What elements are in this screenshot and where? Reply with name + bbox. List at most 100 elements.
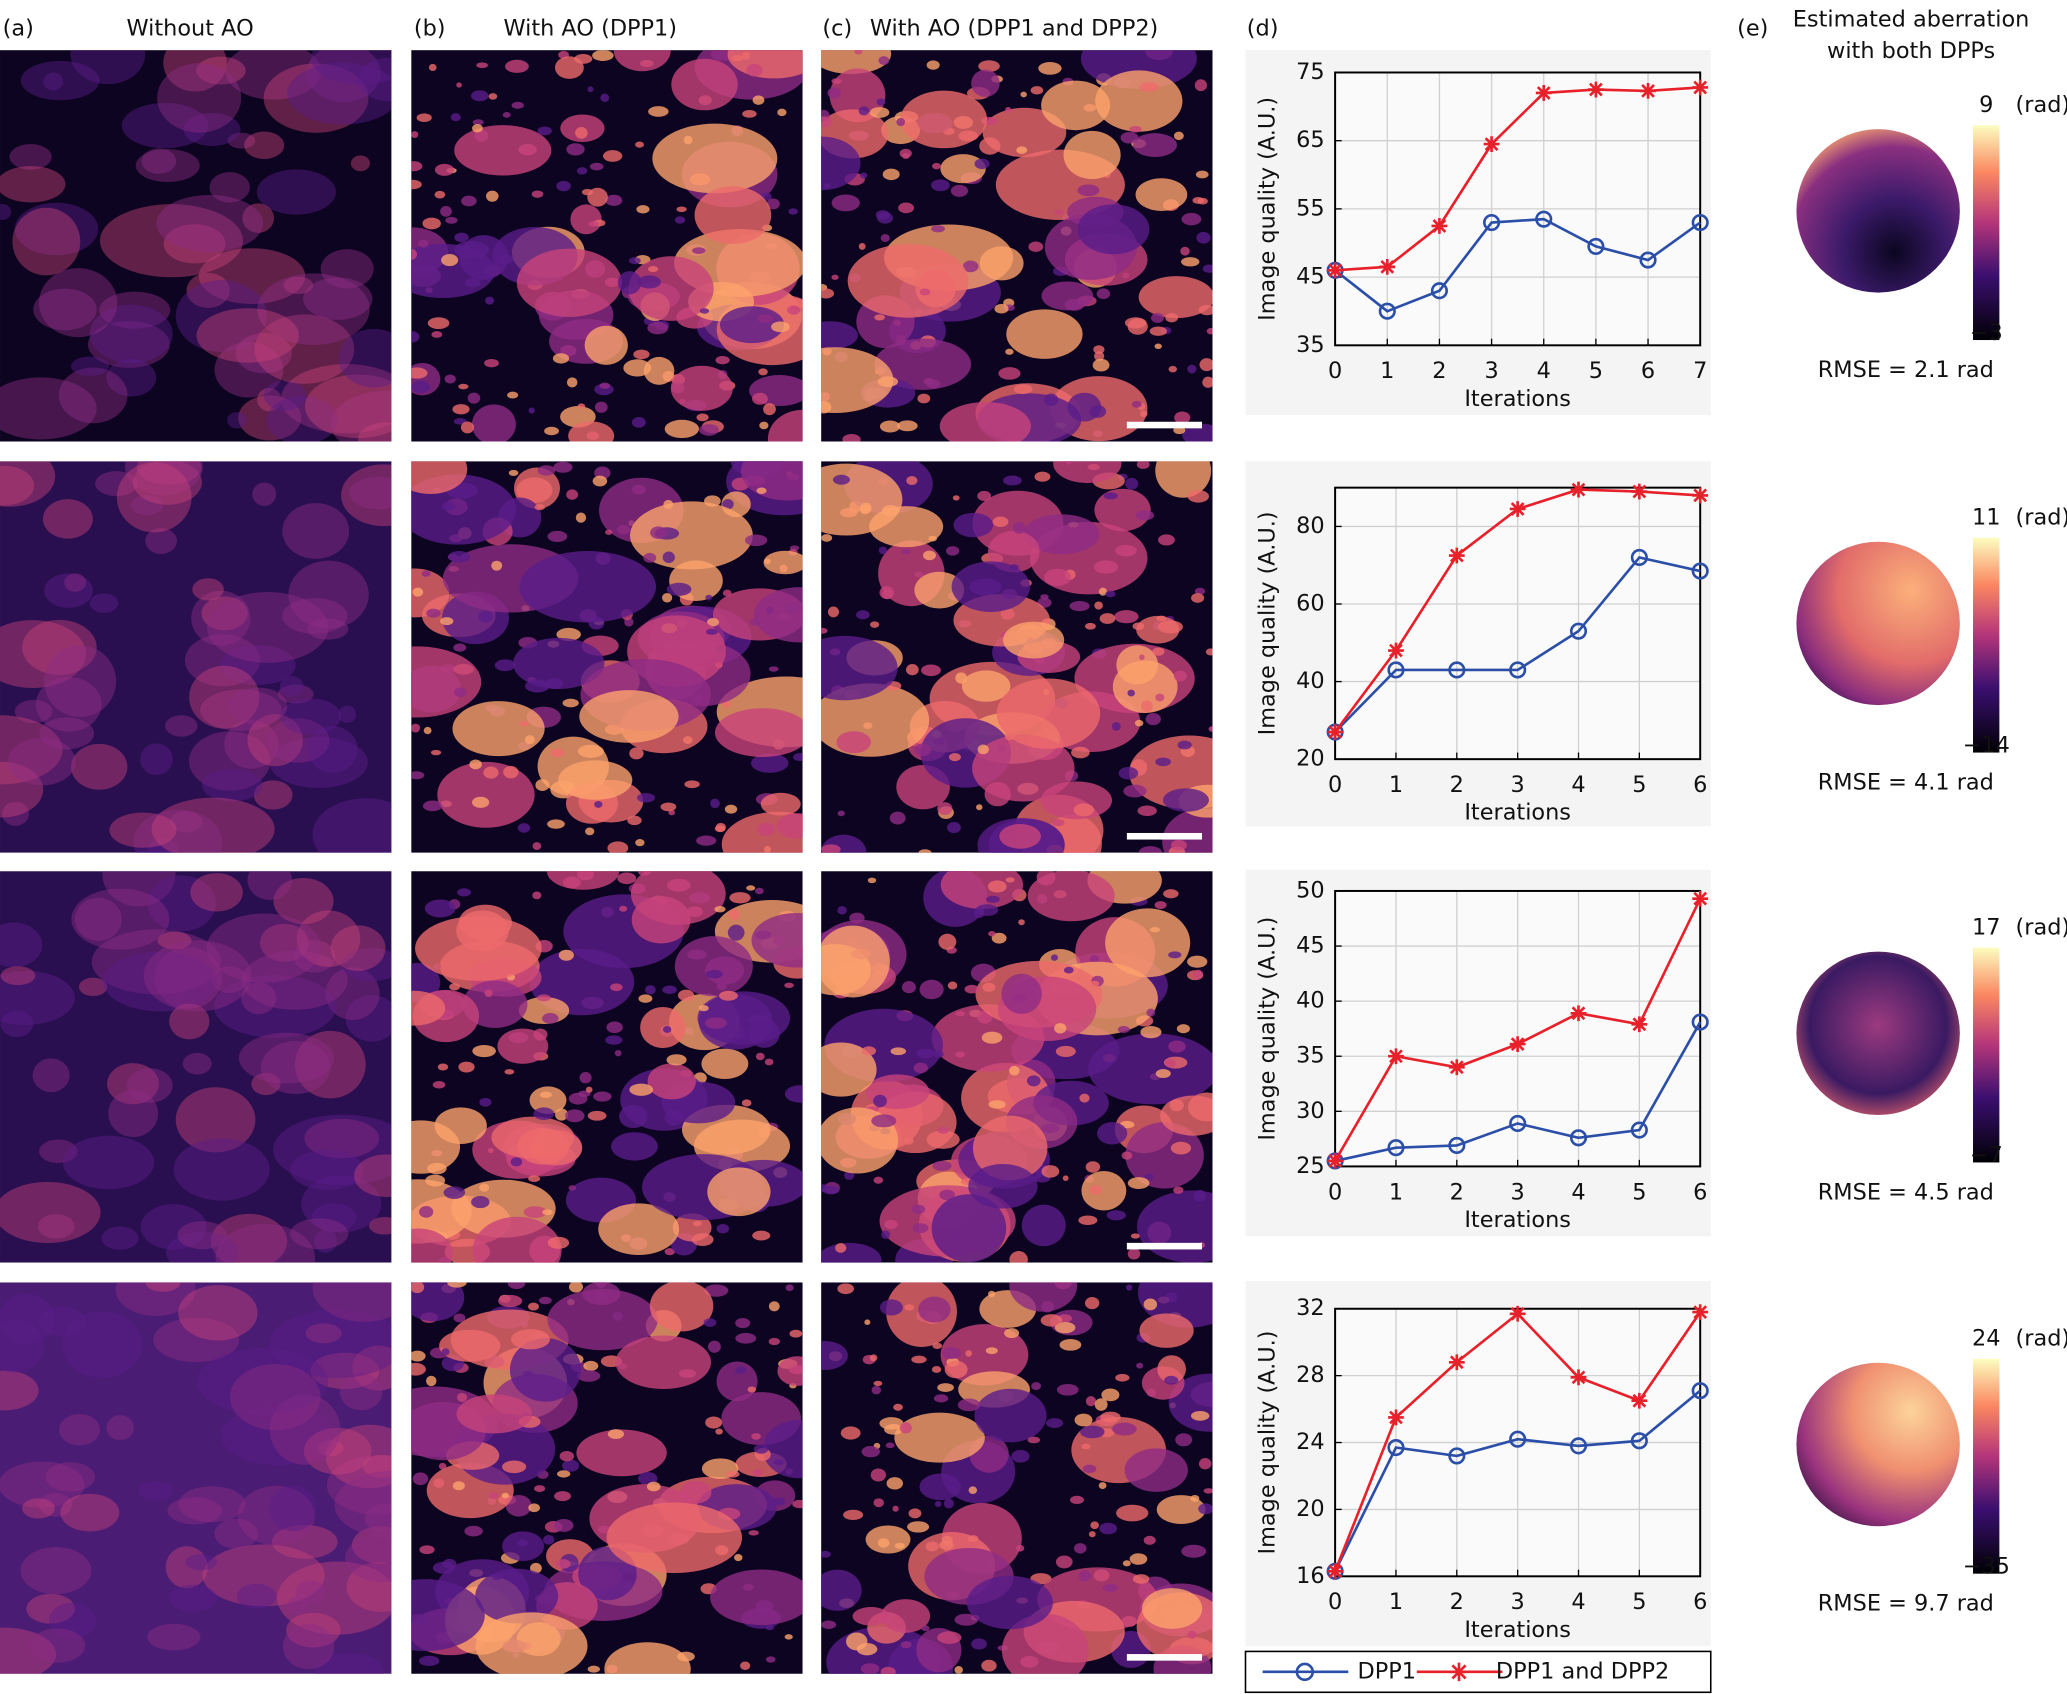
feature bbox=[501, 1492, 509, 1499]
feature bbox=[169, 1584, 218, 1612]
feature bbox=[742, 109, 757, 118]
feature bbox=[273, 878, 334, 925]
feature bbox=[533, 1485, 546, 1492]
aberration-map bbox=[1796, 1362, 1960, 1527]
feature bbox=[464, 1525, 483, 1537]
feature bbox=[209, 172, 250, 203]
feature bbox=[508, 469, 519, 477]
feature bbox=[461, 195, 477, 207]
feature bbox=[696, 413, 709, 422]
colorbar-min: −3 bbox=[1970, 320, 2003, 346]
feature bbox=[14, 699, 53, 724]
aberration-map bbox=[1796, 129, 1960, 293]
feature bbox=[306, 50, 381, 103]
feature bbox=[1059, 1339, 1082, 1351]
feature bbox=[157, 931, 192, 950]
feature bbox=[975, 904, 999, 916]
feature bbox=[547, 871, 620, 890]
feature bbox=[411, 1350, 426, 1362]
micrograph bbox=[0, 50, 392, 442]
feature bbox=[556, 180, 571, 192]
feature bbox=[140, 743, 173, 775]
feature bbox=[631, 896, 691, 944]
panel-label: (c) bbox=[822, 15, 852, 41]
feature bbox=[167, 1497, 222, 1525]
y-tick-label: 75 bbox=[1296, 59, 1325, 85]
feature bbox=[9, 143, 52, 170]
feature bbox=[1155, 693, 1165, 702]
feature bbox=[1011, 1449, 1030, 1463]
feature bbox=[1168, 951, 1182, 959]
feature bbox=[511, 1329, 550, 1350]
feature bbox=[1149, 927, 1161, 933]
feature bbox=[603, 150, 623, 162]
feature bbox=[524, 735, 535, 745]
feature bbox=[785, 1284, 794, 1292]
feature bbox=[867, 877, 877, 884]
feature bbox=[643, 356, 675, 385]
feature bbox=[919, 979, 944, 1000]
feature bbox=[954, 1665, 963, 1674]
feature bbox=[412, 1472, 429, 1486]
micrograph bbox=[411, 461, 803, 853]
feature bbox=[666, 1054, 687, 1066]
feature bbox=[432, 1080, 446, 1089]
feature bbox=[211, 966, 248, 994]
feature bbox=[1078, 1570, 1091, 1582]
feature bbox=[440, 205, 452, 217]
feature bbox=[610, 983, 623, 992]
marker bbox=[1691, 1013, 1709, 1031]
feature bbox=[0, 465, 35, 506]
feature bbox=[829, 68, 886, 123]
x-tick-label: 4 bbox=[1571, 1179, 1585, 1205]
feature bbox=[241, 950, 348, 1010]
feature bbox=[485, 296, 495, 305]
feature bbox=[831, 194, 860, 212]
feature bbox=[1131, 400, 1142, 408]
feature bbox=[974, 1388, 1047, 1443]
feature bbox=[821, 1340, 848, 1371]
feature bbox=[985, 1347, 998, 1355]
feature bbox=[932, 162, 941, 170]
feature bbox=[312, 1282, 392, 1322]
feature bbox=[918, 849, 932, 853]
feature bbox=[710, 798, 720, 809]
feature bbox=[541, 1013, 559, 1024]
feature bbox=[1111, 721, 1121, 731]
feature bbox=[906, 476, 918, 486]
feature bbox=[672, 1213, 712, 1242]
series-line bbox=[1334, 556, 1701, 733]
feature bbox=[201, 769, 263, 802]
feature bbox=[358, 422, 392, 442]
feature bbox=[528, 1175, 541, 1183]
feature bbox=[703, 1318, 717, 1327]
rmse: RMSE = 9.7 rad bbox=[1818, 1590, 1994, 1616]
feature bbox=[605, 1035, 623, 1045]
feature bbox=[939, 402, 1031, 442]
feature bbox=[646, 1481, 661, 1492]
feature bbox=[22, 1498, 55, 1519]
feature bbox=[177, 1221, 227, 1250]
feature bbox=[22, 619, 97, 675]
feature bbox=[861, 1446, 881, 1458]
feature bbox=[458, 1061, 475, 1073]
feature bbox=[1095, 70, 1183, 132]
feature bbox=[479, 1097, 492, 1107]
panel-label: (a) bbox=[3, 15, 34, 41]
feature bbox=[101, 1226, 139, 1250]
feature bbox=[527, 1302, 540, 1311]
feature bbox=[277, 684, 314, 704]
feature bbox=[431, 331, 443, 338]
feature bbox=[325, 1424, 392, 1489]
feature bbox=[629, 501, 753, 570]
feature bbox=[662, 593, 673, 603]
feature bbox=[1077, 184, 1100, 197]
feature bbox=[509, 1338, 582, 1402]
micrograph bbox=[411, 871, 803, 1263]
feature bbox=[757, 314, 774, 323]
feature bbox=[108, 1090, 159, 1138]
feature bbox=[89, 304, 173, 364]
feature bbox=[1003, 475, 1022, 486]
feature bbox=[647, 321, 669, 335]
feature bbox=[716, 1361, 758, 1402]
